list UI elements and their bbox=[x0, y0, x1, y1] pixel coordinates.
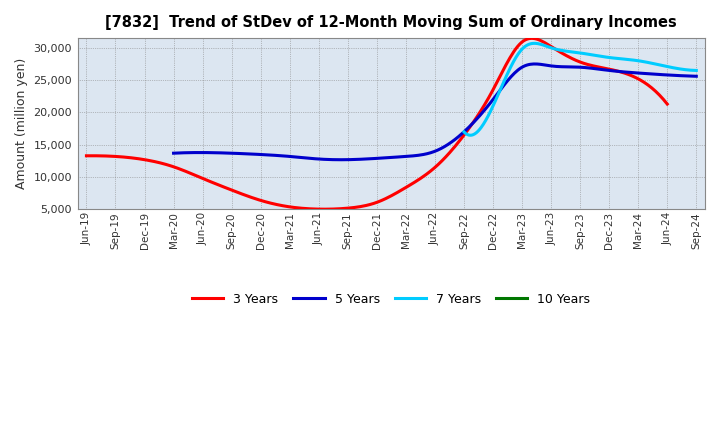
5 Years bbox=[531, 61, 540, 66]
7 Years bbox=[599, 54, 608, 59]
5 Years bbox=[692, 73, 701, 79]
5 Years bbox=[647, 71, 655, 77]
3 Years bbox=[439, 156, 448, 161]
5 Years bbox=[169, 150, 178, 156]
3 Years bbox=[575, 59, 584, 65]
Legend: 3 Years, 5 Years, 7 Years, 10 Years: 3 Years, 5 Years, 7 Years, 10 Years bbox=[187, 288, 595, 311]
7 Years bbox=[460, 130, 469, 135]
Y-axis label: Amount (million yen): Amount (million yen) bbox=[15, 58, 28, 189]
5 Years bbox=[491, 94, 500, 99]
7 Years bbox=[600, 54, 608, 59]
3 Years bbox=[663, 102, 672, 107]
5 Years bbox=[337, 157, 346, 162]
3 Years bbox=[430, 165, 438, 171]
5 Years bbox=[171, 150, 179, 156]
3 Years bbox=[428, 167, 436, 172]
Line: 3 Years: 3 Years bbox=[86, 38, 667, 209]
7 Years bbox=[692, 68, 701, 73]
3 Years bbox=[319, 206, 328, 212]
3 Years bbox=[527, 36, 536, 41]
3 Years bbox=[84, 153, 93, 158]
7 Years bbox=[466, 132, 474, 138]
7 Years bbox=[531, 40, 539, 46]
Line: 5 Years: 5 Years bbox=[174, 64, 696, 160]
5 Years bbox=[613, 69, 622, 74]
7 Years bbox=[459, 129, 468, 135]
7 Years bbox=[672, 66, 680, 71]
7 Years bbox=[603, 55, 612, 60]
7 Years bbox=[657, 62, 666, 68]
3 Years bbox=[82, 153, 91, 158]
Title: [7832]  Trend of StDev of 12-Month Moving Sum of Ordinary Incomes: [7832] Trend of StDev of 12-Month Moving… bbox=[106, 15, 678, 30]
3 Years bbox=[613, 68, 621, 73]
5 Years bbox=[480, 107, 489, 113]
Line: 7 Years: 7 Years bbox=[464, 43, 696, 135]
5 Years bbox=[482, 105, 491, 110]
